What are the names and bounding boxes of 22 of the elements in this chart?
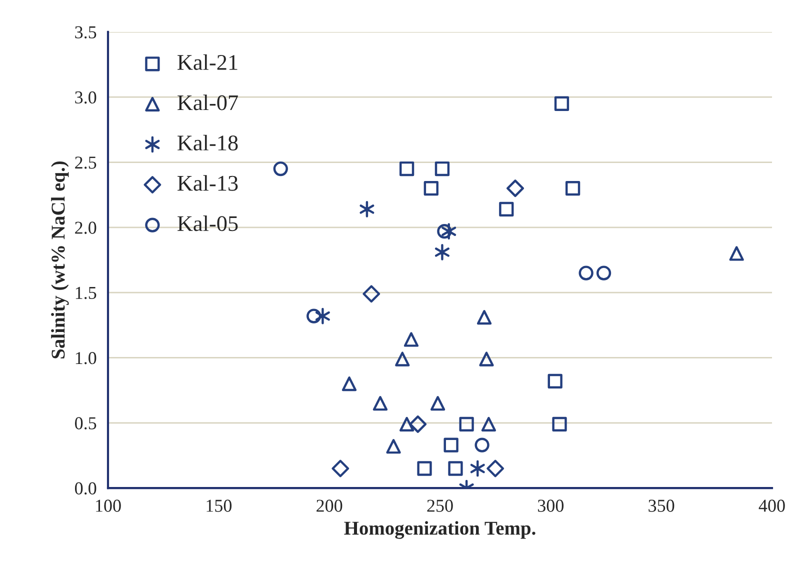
- y-axis-title: Salinity (wt% NaCl eq.): [51, 161, 69, 358]
- x-tick-label: 250: [427, 500, 453, 512]
- x-tick-label: 400: [758, 500, 785, 512]
- legend-label: Kal-21: [178, 54, 238, 70]
- y-tick-label: 0.5: [75, 417, 96, 430]
- y-tick-label: 3.5: [75, 26, 96, 38]
- legend-label: Kal-05: [178, 215, 238, 232]
- y-tick-label: 1.5: [76, 286, 96, 300]
- y-tick-label: 3.0: [75, 91, 96, 104]
- legend-label: Kal-07: [178, 94, 238, 110]
- y-tick-label: 2.5: [75, 156, 96, 169]
- x-tick-label: 100: [96, 500, 121, 512]
- x-tick-label: 350: [648, 500, 674, 512]
- legend-label: Kal-18: [178, 134, 238, 151]
- x-tick-label: 300: [538, 500, 564, 512]
- x-tick-label: 200: [316, 500, 342, 512]
- y-tick-label: 1.0: [76, 352, 96, 364]
- legend-label: Kal-13: [178, 175, 238, 191]
- y-tick-label: 0.0: [75, 482, 96, 495]
- y-tick-label: 2.0: [75, 222, 96, 234]
- x-axis-title: Homogenization Temp.: [344, 521, 536, 539]
- x-tick-label: 150: [206, 500, 232, 512]
